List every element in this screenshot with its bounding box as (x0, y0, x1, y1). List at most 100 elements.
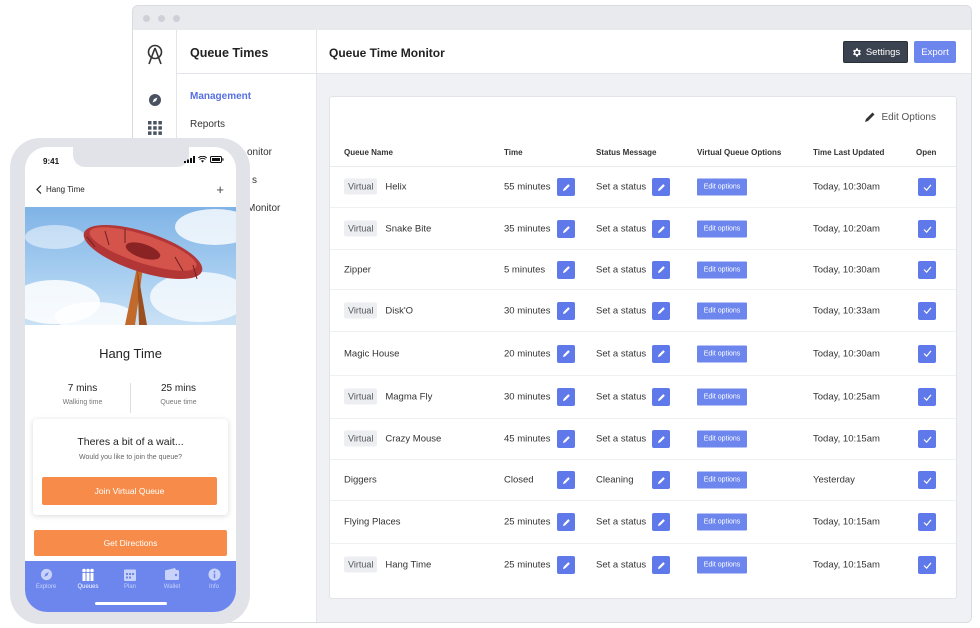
add-button[interactable]: + (216, 182, 224, 197)
edit-status-button[interactable] (652, 471, 670, 489)
pencil-icon (562, 307, 570, 315)
compass-icon[interactable] (148, 93, 162, 107)
column-header-queue-name[interactable]: Queue Name (344, 148, 393, 157)
edit-time-button[interactable] (557, 178, 575, 196)
queue-time: 55 minutes (504, 181, 551, 193)
pencil-icon (657, 350, 665, 358)
edit-status-button[interactable] (652, 388, 670, 406)
sidebar-item-management[interactable]: Management (190, 91, 252, 102)
tab-wallet[interactable]: Wallet (151, 567, 193, 590)
edit-time-button[interactable] (557, 388, 575, 406)
main-header: Queue Time Monitor Settings Export (317, 30, 971, 74)
table-row: Diggers Closed Cleaning Edit options Yesterd… (330, 460, 956, 501)
get-directions-button[interactable]: Get Directions (34, 530, 227, 556)
open-checkbox[interactable] (918, 260, 936, 279)
battery-icon (210, 156, 224, 163)
pencil-icon (562, 183, 570, 191)
edit-options-button[interactable]: Edit options (697, 345, 747, 362)
window-minimize-dot[interactable] (158, 14, 165, 22)
sidebar-item-monitor[interactable]: onitor (247, 147, 273, 158)
table-row: Magic House 20 minutes Set a status Edit op… (330, 332, 956, 376)
edit-time-button[interactable] (557, 513, 575, 531)
queue-name: Disk'O (385, 305, 414, 316)
open-checkbox[interactable] (918, 220, 936, 238)
edit-options-button[interactable]: Edit options (697, 261, 747, 278)
edit-options-link[interactable]: Edit Options (864, 111, 936, 123)
checkmark-icon (923, 435, 931, 443)
column-header-time[interactable]: Time (504, 148, 523, 157)
edit-options-button[interactable]: Edit options (697, 556, 747, 574)
open-checkbox[interactable] (918, 513, 936, 531)
edit-status-button[interactable] (652, 260, 670, 279)
export-button[interactable]: Export (914, 41, 956, 63)
edit-options-button[interactable]: Edit options (697, 302, 747, 319)
edit-time-button[interactable] (557, 260, 575, 279)
time-last-updated: Today, 10:15am (813, 559, 880, 571)
status-message: Set a status (596, 391, 647, 403)
column-header-time-last-updated[interactable]: Time Last Updated (813, 148, 885, 157)
open-checkbox[interactable] (918, 556, 936, 574)
edit-status-button[interactable] (652, 556, 670, 574)
tab-plan[interactable]: Plan (109, 567, 151, 590)
column-header-status-message[interactable]: Status Message (596, 148, 657, 157)
edit-status-button[interactable] (652, 220, 670, 238)
window-maximize-dot[interactable] (173, 14, 180, 22)
settings-button[interactable]: Settings (843, 41, 908, 63)
edit-status-button[interactable] (652, 344, 670, 363)
queue-name: Hang Time (385, 559, 432, 571)
open-checkbox[interactable] (918, 471, 936, 489)
window-close-dot[interactable] (143, 14, 150, 22)
sidebar-item-reports[interactable]: Reports (190, 119, 226, 130)
queue-time-label: Queue time (160, 399, 197, 406)
time-last-updated: Today, 10:30am (813, 264, 880, 275)
edit-time-button[interactable] (557, 220, 575, 238)
edit-status-button[interactable] (652, 301, 670, 320)
edit-time-button[interactable] (557, 344, 575, 363)
edit-time-button[interactable] (557, 430, 575, 448)
queue-name-cell: Virtual Magma Fly (344, 388, 433, 405)
walking-time-stat: 7 mins Walking time (35, 383, 130, 406)
time-last-updated: Today, 10:15am (813, 433, 880, 445)
phone-screen: 9:41 Hang Time + (25, 147, 236, 612)
checkmark-icon (923, 266, 931, 273)
virtual-badge: Virtual (344, 178, 378, 195)
open-checkbox[interactable] (918, 430, 936, 448)
edit-time-button[interactable] (557, 301, 575, 320)
column-header-open[interactable]: Open (916, 148, 937, 157)
tab-label: Explore (35, 584, 57, 590)
pencil-icon (657, 225, 665, 233)
back-button[interactable]: Hang Time (36, 185, 85, 194)
tab-info[interactable]: Info (193, 567, 235, 590)
edit-options-button[interactable]: Edit options (697, 178, 747, 196)
edit-options-button[interactable]: Edit options (697, 430, 747, 448)
virtual-badge: Virtual (344, 302, 378, 318)
edit-options-button[interactable]: Edit options (697, 471, 747, 489)
edit-options-button[interactable]: Edit options (697, 513, 747, 531)
edit-options-button[interactable]: Edit options (697, 388, 747, 406)
pencil-icon (657, 393, 665, 401)
edit-time-button[interactable] (557, 556, 575, 574)
column-header-virtual-queue-options[interactable]: Virtual Queue Options (697, 148, 782, 157)
sidebar-item-monitor-2[interactable]: Monitor (247, 203, 281, 214)
edit-status-button[interactable] (652, 178, 670, 196)
tab-label: Info (208, 584, 219, 590)
open-checkbox[interactable] (918, 301, 936, 320)
open-checkbox[interactable] (918, 388, 936, 406)
edit-options-button[interactable]: Edit options (697, 220, 747, 238)
queue-name: Magma Fly (385, 391, 433, 403)
checkmark-icon (923, 225, 931, 233)
open-checkbox[interactable] (918, 178, 936, 196)
checkmark-icon (923, 350, 931, 357)
edit-status-button[interactable] (652, 513, 670, 531)
edit-status-button[interactable] (652, 430, 670, 448)
tab-queues[interactable]: Queues (67, 567, 109, 590)
table-row: Virtual Disk'O 30 minutes Set a status Edit … (330, 290, 956, 332)
open-checkbox[interactable] (918, 344, 936, 363)
edit-time-button[interactable] (557, 471, 575, 489)
sidebar-item-partial[interactable]: s (252, 175, 257, 186)
join-virtual-queue-button[interactable]: Join Virtual Queue (42, 477, 217, 505)
tab-explore[interactable]: Explore (25, 567, 67, 590)
grid-icon[interactable] (148, 121, 162, 135)
time-last-updated: Today, 10:25am (813, 391, 880, 403)
queue-time-value: 25 mins (160, 383, 196, 394)
